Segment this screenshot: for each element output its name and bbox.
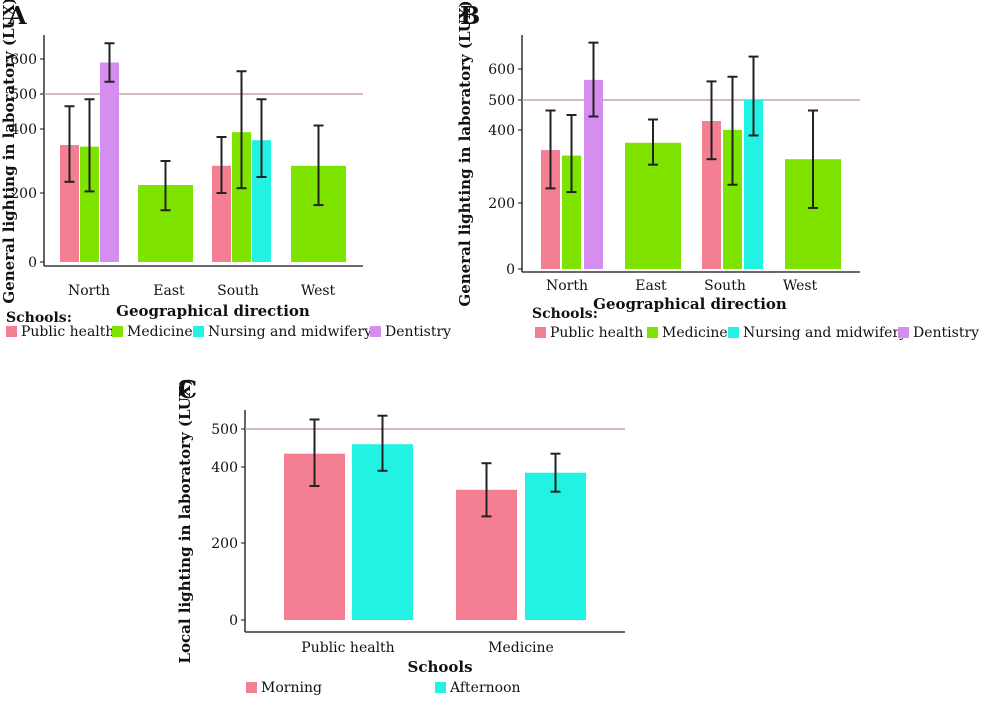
y-tick-label: 0 [28,255,37,271]
legend-swatch-public-health [535,327,546,338]
x-tick-label-east: East [153,283,185,299]
legend-label-afternoon: Afternoon [449,680,521,696]
legend-label-nursing-and-midwifery: Nursing and midwifery [208,324,372,340]
bar-public-health-south [702,121,721,269]
x-tick-label-south: South [704,278,746,294]
x-axis-title: Geographical direction [116,302,310,320]
y-tick-label: 600 [10,52,37,68]
y-tick-label: 500 [211,422,238,438]
bar-nursing-and-midwifery-south [744,100,763,269]
legend-title: Schools: [532,306,598,322]
x-tick-label-east: East [635,278,667,294]
bar-afternoon-medicine [525,472,586,620]
legend-label-morning: Morning [261,680,322,696]
legend-swatch-nursing-and-midwifery [728,327,739,338]
y-tick-label: 500 [10,87,37,103]
legend-label-dentistry: Dentistry [385,324,451,340]
legend-swatch-dentistry [898,327,909,338]
x-axis-title: Schools [407,658,472,676]
legend-swatch-morning [246,682,257,693]
x-tick-label-medicine: Medicine [488,640,554,656]
bar-afternoon-public-health [352,444,413,620]
x-tick-label-north: North [546,278,588,294]
y-tick-label: 200 [488,196,515,212]
legend-label-medicine: Medicine [662,325,728,341]
y-tick-label: 200 [211,536,238,552]
bar-public-health-south [212,165,231,262]
legend-swatch-afternoon [435,682,446,693]
bar-dentistry-north [584,79,603,269]
legend-swatch-nursing-and-midwifery [193,326,204,337]
bar-dentistry-north [100,62,119,262]
legend-swatch-dentistry [370,326,381,337]
panel-c: C 0 200 400 500 Local lighting in laboratory … [176,375,625,696]
legend-swatch-medicine [647,327,658,338]
panel-letter-b: B [460,1,480,30]
legend-label-nursing-and-midwifery: Nursing and midwifery [743,325,907,341]
bar-medicine-north [562,155,581,269]
bar-nursing-and-midwifery-south [252,140,271,262]
bar-public-health-north [541,150,560,269]
legend-label-public-health: Public health [550,325,643,341]
legend-label-dentistry: Dentistry [913,325,979,341]
x-tick-label-public-health: Public health [301,640,394,656]
legend-title: Schools: [6,310,72,326]
x-tick-label-west: West [783,278,818,294]
y-tick-label: 500 [488,93,515,109]
y-tick-label: 0 [229,613,238,629]
y-axis-title: General lighting in laboratory (LUX) [456,0,474,306]
y-tick-label: 400 [488,123,515,139]
y-axis-title: General lighting in laboratory (LUX) [0,0,18,304]
panel-letter-c: C [178,375,197,404]
x-tick-label-south: South [217,283,259,299]
bar-public-health-north [60,145,79,262]
x-tick-label-west: West [301,283,336,299]
y-tick-label: 200 [10,186,37,202]
legend-swatch-medicine [112,326,123,337]
y-tick-label: 0 [506,262,515,278]
y-tick-label: 400 [211,460,238,476]
x-axis-title: Geographical direction [593,295,787,313]
y-axis-title: Local lighting in laboratory (LUX) [176,378,194,663]
legend-label-public-health: Public health [21,324,114,340]
y-tick-label: 600 [488,62,515,78]
x-tick-label-north: North [68,283,110,299]
bar-medicine-south [723,130,742,269]
bar-medicine-south [232,132,251,262]
panel-letter-a: A [7,1,27,30]
y-tick-label: 400 [10,122,37,138]
legend-swatch-public-health [6,326,17,337]
panel-b: B 0 200 400 500 600 General lighting in labora… [456,0,979,341]
bar-medicine-north [80,146,99,262]
legend-label-medicine: Medicine [127,324,193,340]
